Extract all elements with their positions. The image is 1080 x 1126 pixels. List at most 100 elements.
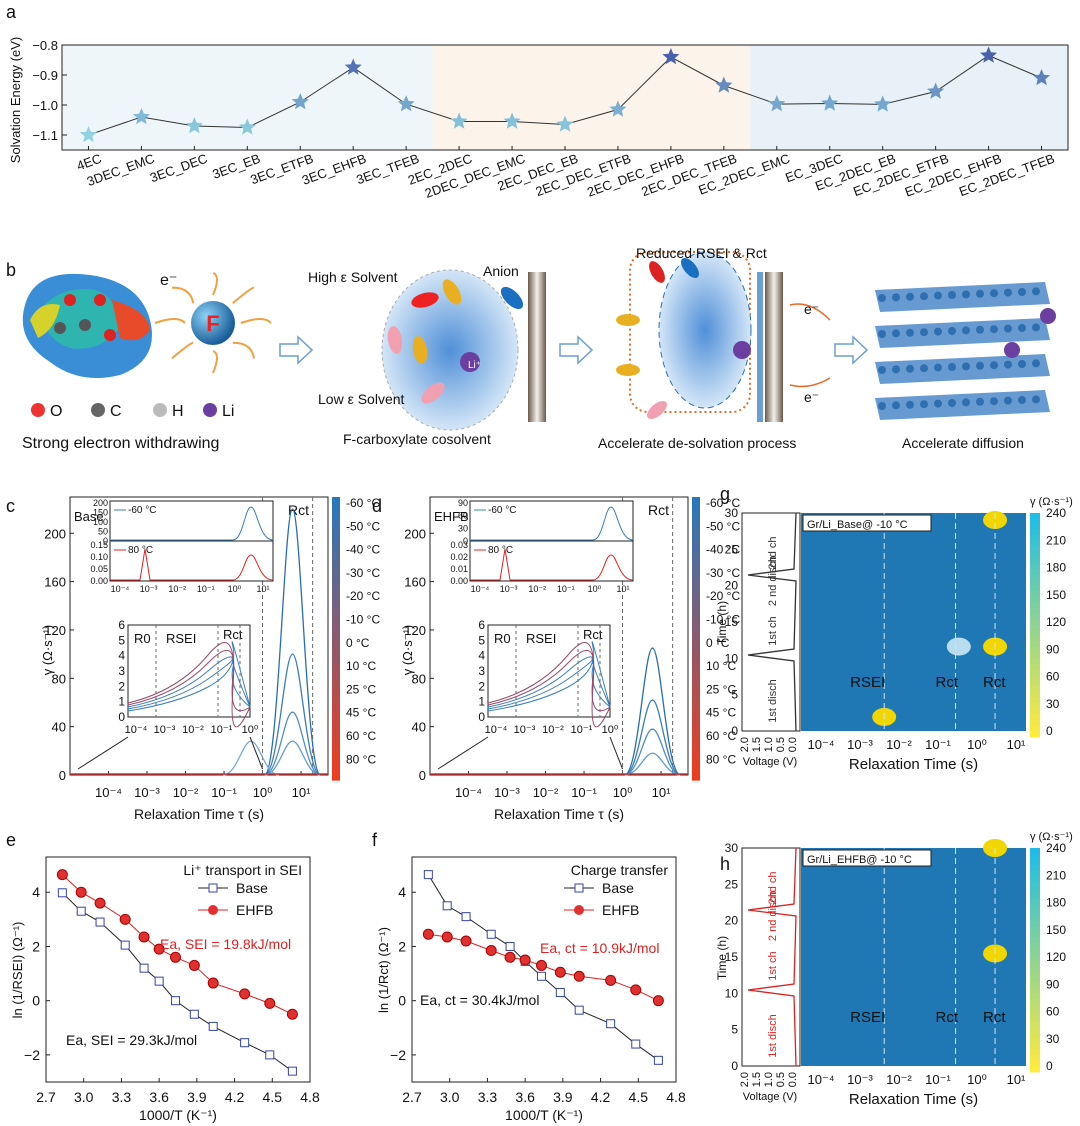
- colorbar-tick: 150: [1046, 588, 1066, 602]
- colorbar-segment: [332, 600, 340, 607]
- colorbar-segment: [692, 581, 700, 588]
- colorbar-segment: [1030, 965, 1040, 972]
- marker-Base: [95, 917, 105, 927]
- marker-Base: [442, 901, 452, 911]
- colorbar-segment: [1030, 619, 1040, 626]
- electron-arrow: [232, 286, 255, 304]
- colorbar-segment: [332, 624, 340, 630]
- desolvated-shell: [658, 251, 752, 409]
- y-axis-label: γ (Ω·s⁻¹): [40, 625, 55, 676]
- colorbar-segment: [332, 586, 340, 593]
- panel-letter-e: e: [6, 830, 16, 850]
- y-tick-label: 0: [731, 1059, 738, 1073]
- inset-curve: [487, 642, 611, 728]
- graphite-atom: [990, 361, 998, 370]
- colorbar-segment: [692, 742, 700, 748]
- caption: Accelerate de-solvation process: [598, 435, 796, 451]
- atom: [79, 319, 91, 331]
- colorbar-segment: [692, 506, 700, 513]
- x-tick-label: 10⁻³: [847, 1072, 873, 1087]
- marker-EHFB: [535, 959, 547, 971]
- colorbar-segment: [692, 624, 700, 630]
- graphite-atom: [934, 327, 942, 336]
- colorbar-segment: [332, 676, 340, 682]
- colorbar-segment: [332, 680, 340, 687]
- marker-Base: [505, 941, 515, 951]
- solvent-molecule: [616, 314, 640, 326]
- x-tick-label: 2.7: [402, 1089, 422, 1105]
- x-tick-label: 10⁰: [253, 785, 273, 800]
- colorbar-segment: [332, 751, 340, 758]
- inset-x-tick: 10⁻¹: [197, 584, 215, 594]
- voltage-tick: 0.0: [787, 737, 799, 752]
- data-point: [79, 126, 98, 143]
- colorbar-tick: 210: [1046, 868, 1066, 882]
- step-label: 1st ch: [767, 951, 779, 980]
- colorbar-segment: [332, 765, 340, 772]
- legend-marker: [208, 905, 218, 915]
- graphite-atom: [1018, 360, 1026, 368]
- x-tick-label: 10⁻⁴: [808, 1072, 835, 1087]
- panel-letter-a: a: [6, 2, 17, 22]
- x-tick-label: 4.8: [300, 1089, 320, 1105]
- region-label: Rct: [983, 674, 1006, 691]
- graphite-layer: [875, 318, 1050, 348]
- data-point: [185, 117, 203, 134]
- desolvation-boundary: [629, 251, 751, 413]
- inset-x-tick: 10⁻³: [154, 724, 176, 736]
- colorbar-label: 0 °C: [346, 636, 370, 650]
- y-tick-label: 15: [725, 615, 739, 629]
- legend-dot: [153, 403, 167, 417]
- x-tick-label: 3.3: [478, 1089, 498, 1105]
- x-tick-label: 10⁻³: [134, 785, 160, 800]
- y-tick-label: 25: [725, 877, 739, 891]
- panel-g: 2.0 1.5 1.0 0.5 0.0 Voltage (V) 0 5 10 15 20 25 30 Ti…: [715, 496, 1073, 773]
- inset-curve-cold: [110, 506, 274, 541]
- graphite-atom: [1032, 323, 1040, 332]
- colorbar-segment: [1030, 892, 1040, 900]
- graphite-atom: [948, 327, 956, 335]
- colorbar-segment: [332, 595, 340, 602]
- graphite-atom: [892, 329, 900, 338]
- region-label: RSEI: [850, 1009, 885, 1026]
- colorbar-segment: [692, 539, 700, 546]
- colorbar-segment: [332, 760, 340, 767]
- colorbar-tick: 30: [1046, 697, 1060, 711]
- step-label: 2nd ch: [767, 536, 779, 569]
- colorbar-segment: [692, 751, 700, 758]
- colorbar-segment: [692, 529, 700, 536]
- inset-y-tick: 0.00: [450, 576, 468, 586]
- inset-y-tick: 0.15: [90, 540, 108, 550]
- colorbar-segment: [692, 647, 700, 654]
- inset-y-tick: 0: [103, 536, 108, 546]
- x-tick-label: 4.5: [629, 1089, 649, 1105]
- inset-y-tick: 0.10: [90, 552, 108, 562]
- marker-EHFB: [138, 931, 150, 943]
- colorbar-segment: [1030, 987, 1040, 995]
- region-label: Rct: [288, 502, 309, 518]
- colorbar-segment: [1030, 624, 1040, 632]
- x-axis-label: 1000/T (K⁻¹): [139, 1107, 217, 1123]
- graphite-atom: [1018, 288, 1026, 296]
- drt-curve: [263, 508, 322, 776]
- data-point: [238, 118, 256, 135]
- y-tick-label: 30: [725, 841, 739, 855]
- data-point: [344, 58, 362, 75]
- marker-EHFB: [153, 943, 165, 955]
- colorbar-segment: [1030, 608, 1040, 615]
- colorbar-segment: [1030, 1054, 1040, 1062]
- colorbar-segment: [1030, 630, 1040, 637]
- y-tick-label: 160: [44, 575, 66, 590]
- electron-label: e⁻: [804, 389, 819, 405]
- x-tick-label: 10⁻¹: [925, 737, 951, 752]
- data-point: [1032, 69, 1051, 86]
- graphite-atom: [906, 328, 914, 337]
- colorbar-segment: [1030, 1026, 1040, 1034]
- x-tick-label: 4.5: [263, 1089, 283, 1105]
- colorbar-segment: [1030, 641, 1040, 649]
- marker-Base: [154, 976, 164, 986]
- x-tick-label: 3.0: [74, 1089, 94, 1105]
- electron-path: [789, 303, 831, 321]
- colorbar-label: 60 °C: [346, 729, 376, 743]
- x-tick-label: 3.6: [515, 1089, 535, 1105]
